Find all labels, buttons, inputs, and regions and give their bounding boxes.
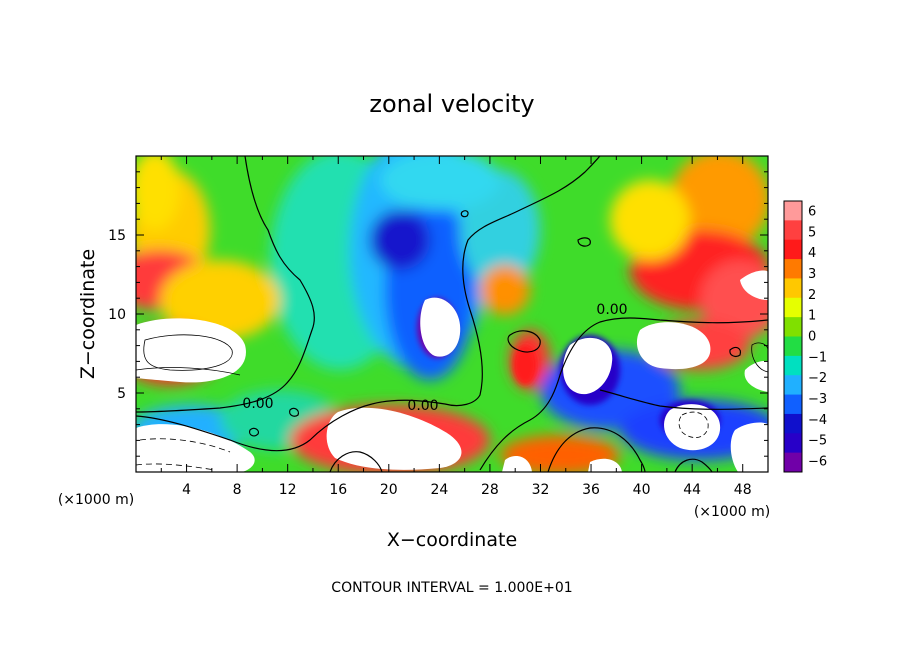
colorbar-label: 5 (808, 225, 816, 240)
colorbar-label: 0 (808, 330, 816, 345)
colorbar-label: −1 (808, 350, 827, 365)
colorbar-swatch (784, 239, 802, 260)
colorbar-label: 1 (808, 309, 816, 324)
colorbar-swatch (784, 317, 802, 337)
x-unit-right: (×1000 m) (694, 504, 770, 520)
chart-title: zonal velocity (369, 90, 534, 118)
colorbar-label: 4 (808, 246, 816, 261)
colorbar-swatch (784, 220, 802, 241)
colorbar-label: 3 (808, 267, 816, 282)
x-tick-label: 24 (430, 482, 448, 498)
colorbar-swatch (784, 278, 802, 299)
colorbar-swatch (784, 394, 802, 415)
x-axis-title: X−coordinate (387, 529, 517, 551)
x-axis: 4 8 12 16 20 24 28 32 36 40 44 48 (135, 156, 769, 498)
colorbar-swatch (784, 297, 802, 318)
colorbar-swatch (784, 336, 802, 357)
colorbar-swatch (784, 452, 802, 473)
x-tick-label: 44 (683, 482, 701, 498)
colorbar-swatch (784, 201, 802, 221)
contour-label: 0.00 (407, 398, 438, 414)
x-unit-left: (×1000 m) (58, 492, 134, 508)
colorbar-label: 2 (808, 288, 816, 303)
y-axis: 5 10 15 (108, 171, 768, 457)
colorbar-label: 6 (808, 204, 816, 219)
colorbar: 6 5 4 3 2 1 0 −1 −2 −3 −4 −5 −6 (783, 200, 827, 473)
y-tick-label: 10 (108, 307, 126, 323)
x-tick-label: 28 (481, 482, 499, 498)
x-tick-label: 40 (633, 482, 651, 498)
colorbar-swatch (784, 413, 802, 434)
colorbar-swatch (784, 355, 802, 376)
colorbar-swatch (784, 259, 802, 279)
y-axis-title: Z−coordinate (77, 249, 99, 379)
colorbar-label: −5 (808, 434, 827, 449)
colorbar-label: −3 (808, 392, 827, 407)
x-tick-label: 20 (380, 482, 398, 498)
x-tick-label: 16 (329, 482, 347, 498)
x-tick-label: 8 (233, 482, 242, 498)
heatmap-field (136, 156, 768, 472)
colorbar-label: −6 (808, 455, 827, 470)
colorbar-swatch (784, 375, 802, 396)
colorbar-label: −4 (808, 413, 827, 428)
contour-label: 0.00 (596, 302, 627, 318)
x-tick-label: 36 (582, 482, 600, 498)
contour-label: 0.00 (242, 396, 273, 412)
contour-lines (136, 156, 768, 472)
x-tick-label: 12 (279, 482, 297, 498)
colorbar-frame (783, 200, 803, 473)
y-tick-label: 5 (117, 386, 126, 402)
contour-interval-note: CONTOUR INTERVAL = 1.000E+01 (331, 580, 572, 596)
colorbar-label: −2 (808, 371, 827, 386)
y-tick-label: 15 (108, 228, 126, 244)
colorbar-swatch (784, 433, 802, 454)
x-tick-label: 48 (734, 482, 752, 498)
x-tick-label: 32 (532, 482, 550, 498)
x-tick-label: 4 (182, 482, 191, 498)
